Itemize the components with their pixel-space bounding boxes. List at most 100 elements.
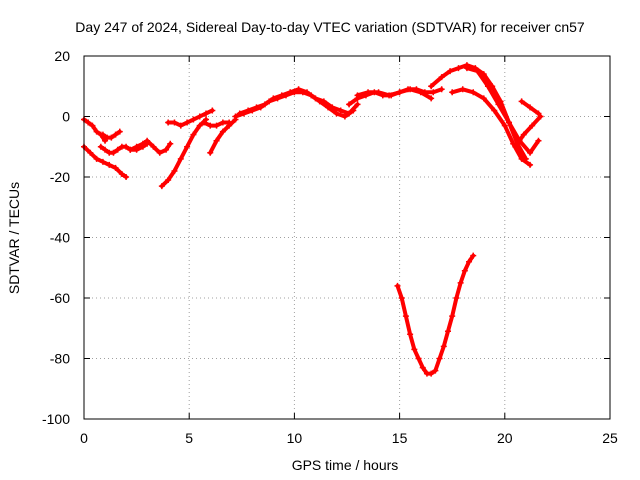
series-arc-19	[394, 252, 477, 377]
chart-title: Day 247 of 2024, Sidereal Day-to-day VTE…	[75, 19, 585, 35]
data-point	[320, 98, 327, 105]
data-point	[415, 355, 422, 362]
x-tick-label: 5	[185, 430, 193, 446]
data-point	[87, 149, 94, 156]
data-point	[177, 155, 184, 162]
data-point	[341, 113, 348, 120]
data-point	[144, 137, 151, 144]
data-point	[449, 89, 456, 96]
data-point	[93, 155, 100, 162]
data-point	[430, 89, 437, 96]
data-point	[354, 92, 361, 99]
x-tick-label: 20	[497, 430, 513, 446]
data-point	[190, 116, 197, 123]
data-point	[333, 110, 340, 117]
data-point	[466, 258, 473, 265]
data-point	[491, 107, 498, 114]
series-arc-4	[99, 128, 123, 141]
data-point	[329, 104, 336, 111]
data-point	[184, 143, 191, 150]
data-point	[207, 149, 214, 156]
series-arc-17	[512, 113, 544, 150]
data-point	[312, 95, 319, 102]
data-point	[457, 279, 464, 286]
data-point	[99, 131, 106, 138]
y-tick-label: -100	[42, 411, 70, 427]
data-point	[219, 128, 226, 135]
data-point	[97, 143, 104, 150]
data-point	[417, 89, 424, 96]
data-point	[459, 86, 466, 93]
data-point	[163, 146, 170, 153]
data-point	[93, 128, 100, 135]
data-point	[463, 65, 470, 72]
data-point	[261, 101, 268, 108]
data-point	[108, 134, 115, 141]
data-point	[375, 89, 382, 96]
x-tick-label: 15	[392, 430, 408, 446]
series-trace	[464, 66, 541, 155]
data-point	[432, 367, 439, 374]
data-point	[213, 137, 220, 144]
series-arc-6	[158, 116, 210, 190]
data-point	[114, 146, 121, 153]
series-trace	[82, 144, 129, 179]
data-point	[402, 313, 409, 320]
data-point	[449, 313, 456, 320]
data-point	[518, 155, 525, 162]
data-point	[470, 252, 477, 259]
data-point	[407, 86, 414, 93]
data-point	[535, 137, 542, 144]
series-trace	[159, 117, 209, 189]
data-point	[527, 149, 534, 156]
data-point	[537, 113, 544, 120]
series-arc-7	[165, 107, 216, 129]
data-point	[453, 295, 460, 301]
data-point	[213, 122, 220, 129]
data-point	[270, 95, 277, 102]
data-point	[520, 131, 527, 138]
data-point	[474, 68, 481, 75]
data-point	[127, 146, 134, 153]
data-point	[133, 143, 140, 150]
x-tick-label: 10	[287, 430, 303, 446]
data-point	[102, 137, 109, 144]
data-point	[196, 113, 203, 120]
series-arc-18	[518, 98, 542, 117]
x-tick-label: 0	[80, 430, 88, 446]
data-point	[171, 167, 178, 174]
series-arc-5	[127, 137, 174, 156]
series-arc-15	[449, 86, 534, 168]
data-point	[112, 131, 119, 138]
series-arc-2	[81, 143, 130, 180]
data-point	[396, 89, 403, 96]
data-point	[112, 164, 119, 171]
data-point	[346, 110, 353, 117]
data-point	[428, 95, 435, 102]
y-axis-label: SDTVAR / TECUs	[6, 182, 22, 294]
data-point	[428, 83, 435, 90]
data-point	[419, 364, 426, 371]
data-point	[518, 98, 525, 105]
data-point	[501, 122, 508, 129]
data-point	[354, 101, 361, 108]
data-point	[207, 122, 214, 129]
data-point	[495, 101, 502, 108]
data-point	[304, 89, 311, 96]
data-point	[177, 122, 184, 129]
y-tick-label: -40	[50, 230, 70, 246]
series-trace	[513, 114, 543, 149]
data-point	[123, 174, 130, 180]
data-point	[236, 110, 243, 117]
data-point	[165, 177, 172, 184]
y-tick-label: -20	[50, 169, 70, 185]
data-point	[480, 95, 487, 102]
data-point	[337, 107, 344, 114]
data-point	[461, 267, 468, 274]
y-tick-label: 20	[54, 48, 70, 64]
data-point	[156, 149, 163, 156]
data-point	[278, 92, 285, 99]
data-point	[527, 161, 534, 168]
data-point	[436, 355, 443, 362]
